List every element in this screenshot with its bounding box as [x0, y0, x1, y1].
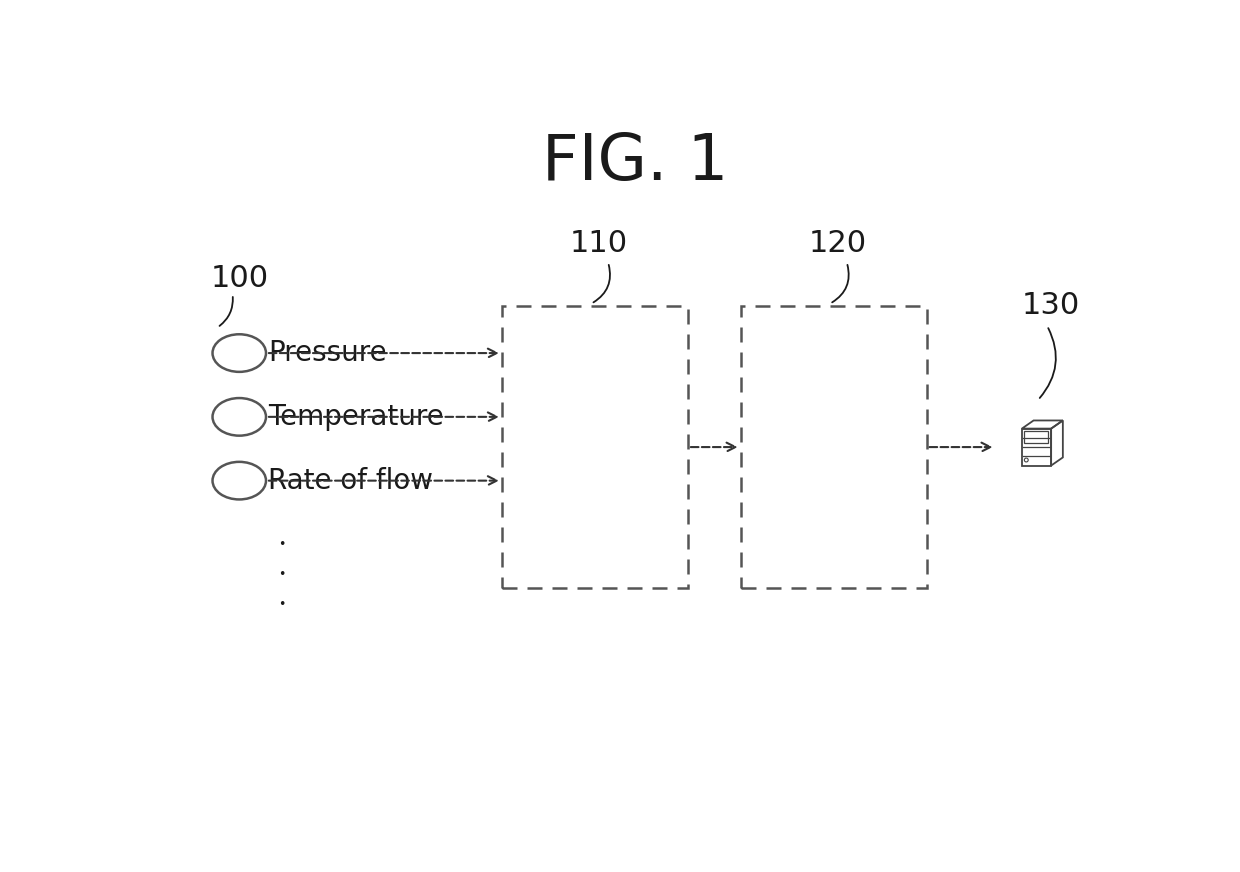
- Text: •: •: [279, 538, 286, 551]
- Text: •: •: [279, 569, 286, 581]
- Text: 120: 120: [808, 229, 867, 258]
- Text: 100: 100: [211, 263, 269, 293]
- Bar: [740, 306, 926, 588]
- Ellipse shape: [212, 398, 267, 436]
- Text: 110: 110: [569, 229, 627, 258]
- Text: Rate of flow: Rate of flow: [268, 467, 433, 494]
- Text: FIG. 1: FIG. 1: [542, 132, 729, 194]
- Text: Temperature: Temperature: [268, 403, 444, 431]
- Text: 130: 130: [1022, 290, 1080, 319]
- Ellipse shape: [212, 334, 267, 371]
- Text: Pressure: Pressure: [268, 339, 387, 367]
- Text: •: •: [279, 598, 286, 611]
- Ellipse shape: [212, 462, 267, 500]
- Bar: [502, 306, 688, 588]
